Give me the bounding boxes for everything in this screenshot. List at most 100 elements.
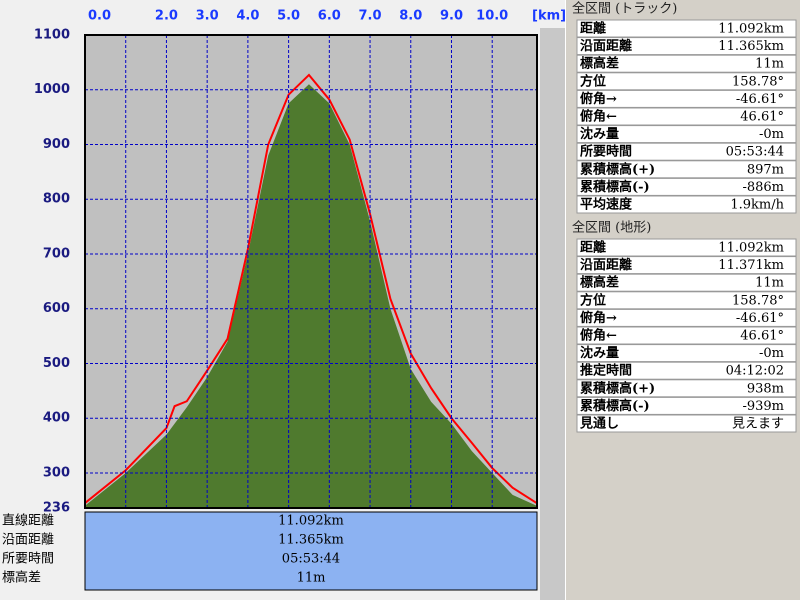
info-label: 俯角←	[580, 328, 617, 344]
info-value: -0m	[759, 346, 784, 361]
info-row	[576, 238, 797, 257]
info-row	[576, 273, 797, 292]
info-value: 11.365km	[718, 39, 784, 54]
info-label: 推定時間	[580, 363, 632, 379]
y-tick-label: 1100	[34, 28, 70, 43]
info-row	[576, 89, 797, 108]
track-line	[84, 73, 538, 504]
x-tick-label: 5.0	[277, 9, 300, 24]
info-label: 累積標高(+)	[580, 380, 655, 396]
info-row	[576, 142, 797, 161]
summary-label: 標高差	[2, 570, 41, 586]
info-row	[576, 291, 797, 310]
y-tick-label: 700	[43, 246, 70, 261]
summary-label: 直線距離	[2, 513, 54, 529]
info-row	[576, 125, 797, 144]
info-label: 距離	[580, 21, 606, 37]
info-label: 距離	[580, 240, 606, 256]
x-tick-label: 4.0	[236, 9, 259, 24]
panel-title: 全区間 (トラック)	[572, 1, 677, 17]
info-row	[576, 256, 797, 275]
info-row	[576, 37, 797, 56]
info-row	[576, 54, 797, 73]
info-value: 11m	[755, 276, 784, 291]
info-value: 11.371km	[718, 258, 784, 273]
info-value: -939m	[742, 399, 784, 414]
info-label: 沿面距離	[580, 257, 632, 273]
info-value: 46.61°	[740, 329, 784, 344]
info-value: 11m	[755, 57, 784, 72]
info-row	[576, 72, 797, 91]
x-tick-label: 0.0	[88, 9, 111, 24]
summary-box	[84, 511, 538, 591]
info-row	[576, 308, 797, 327]
info-value: 11.092km	[718, 22, 784, 37]
info-value: 見えます	[732, 417, 784, 432]
info-label: 累積標高(+)	[580, 161, 655, 177]
plot-border	[84, 34, 538, 509]
info-row	[576, 195, 797, 214]
info-label: 標高差	[580, 275, 619, 291]
summary-label: 所要時間	[2, 552, 54, 567]
info-value: 158.78°	[732, 293, 784, 308]
x-tick-label: 8.0	[399, 9, 422, 24]
info-value: 05:53:44	[726, 145, 784, 160]
info-label: 俯角←	[580, 109, 617, 125]
info-label: 累積標高(-)	[580, 179, 650, 195]
y-tick-label: 300	[43, 465, 70, 480]
info-label: 沈み量	[580, 345, 619, 361]
y-tick-label: 1000	[34, 82, 70, 97]
info-row	[576, 414, 797, 433]
info-row	[576, 379, 797, 398]
x-axis-label: [km]	[532, 9, 566, 24]
panel-title: 全区間 (地形)	[572, 220, 651, 236]
y-tick-label: 900	[43, 137, 70, 152]
info-value: 1.9km/h	[730, 198, 784, 213]
x-tick-label: 2.0	[155, 9, 178, 24]
info-value: 938m	[747, 381, 784, 396]
info-row	[576, 107, 797, 126]
y-tick-label: 500	[43, 356, 70, 371]
y-tick-label: 800	[43, 192, 70, 207]
y-tick-label: 400	[43, 411, 70, 426]
summary-value: 11m	[297, 571, 326, 586]
side-strip	[540, 28, 565, 600]
info-row	[576, 361, 797, 380]
x-tick-label: 3.0	[196, 9, 219, 24]
info-label: 俯角→	[580, 91, 617, 107]
summary-label: 沿面距離	[2, 533, 54, 548]
summary-value: 05:53:44	[282, 552, 340, 567]
summary-value: 11.092km	[278, 514, 344, 529]
summary-value: 11.365km	[278, 533, 344, 548]
info-value: -46.61°	[736, 311, 784, 326]
info-row	[576, 160, 797, 179]
info-row	[576, 177, 797, 196]
info-label: 見通し	[579, 416, 619, 432]
info-label: 方位	[580, 73, 606, 89]
info-value: -886m	[742, 180, 784, 195]
info-label: 累積標高(-)	[580, 398, 650, 414]
info-value: 897m	[747, 162, 784, 177]
info-label: 沿面距離	[580, 38, 632, 54]
terrain-area	[85, 84, 537, 508]
x-tick-label: 6.0	[318, 9, 341, 24]
info-label: 方位	[580, 292, 606, 308]
info-label: 沈み量	[580, 126, 619, 142]
info-label: 所要時間	[580, 144, 632, 160]
info-value: 11.092km	[718, 241, 784, 256]
x-tick-label: 7.0	[359, 9, 382, 24]
x-tick-label: 10.0	[476, 9, 508, 24]
y-tick-label: 600	[43, 301, 70, 316]
info-row	[576, 326, 797, 345]
info-value: -0m	[759, 127, 784, 142]
info-row	[576, 19, 797, 38]
info-value: 158.78°	[732, 74, 784, 89]
info-label: 標高差	[580, 56, 619, 72]
y-tick-label: 236	[43, 501, 70, 516]
info-row	[576, 396, 797, 415]
info-value: -46.61°	[736, 92, 784, 107]
x-tick-label: 9.0	[440, 9, 463, 24]
info-value: 46.61°	[740, 110, 784, 125]
info-row	[576, 344, 797, 363]
